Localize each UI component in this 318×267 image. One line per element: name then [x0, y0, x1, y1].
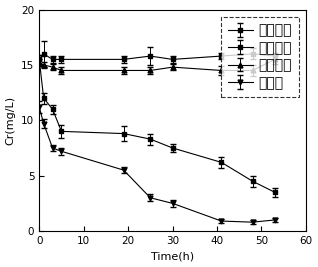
Y-axis label: Cr(mg/L): Cr(mg/L) — [5, 96, 16, 145]
X-axis label: Time(h): Time(h) — [151, 252, 194, 261]
Legend: 空白对照, 生物对照, 化学对照, 实验组: 空白对照, 生物对照, 化学对照, 实验组 — [221, 17, 299, 97]
